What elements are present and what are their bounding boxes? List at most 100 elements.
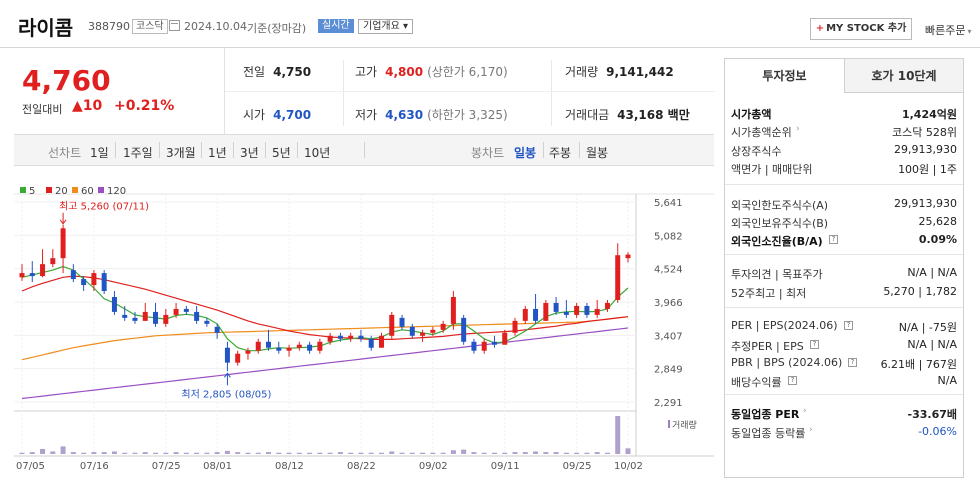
stat-value: 4,800 [385, 65, 424, 79]
info-icon[interactable]: ? [788, 376, 797, 385]
candle-body [255, 341, 261, 351]
info-row[interactable]: 시가총액순위 › 코스닥 528위 [731, 122, 957, 140]
tab-orderbook-10[interactable]: 호가 10단계 [844, 59, 963, 93]
candle-body [317, 341, 323, 351]
info-value: 5,270 | 1,782 [883, 285, 957, 298]
candle-body [173, 308, 179, 315]
volume-bar [214, 452, 220, 454]
info-row: 52주최고 | 최저 5,270 | 1,782 [731, 283, 957, 301]
info-value: N/A | N/A [907, 266, 957, 279]
divider [233, 142, 234, 158]
calendar-icon [169, 20, 180, 31]
info-row: 투자의견 | 목표주가 N/A | N/A [731, 264, 957, 282]
period-5y[interactable]: 5년 [272, 146, 291, 160]
info-row: 액면가 | 매매단위 100원 | 1주 [731, 159, 957, 177]
volume-bar [142, 452, 148, 454]
volume-bar [19, 452, 25, 454]
candle-body [358, 335, 364, 339]
volume-bar [29, 452, 35, 454]
volume-bar [625, 448, 631, 454]
stat-label: 전일 [243, 65, 266, 79]
info-icon[interactable]: ? [810, 340, 819, 349]
candle-body [409, 326, 415, 336]
candle-body [450, 296, 456, 324]
y-tick-label: 2,291 [654, 398, 683, 409]
divider [551, 60, 552, 126]
candle-monthly[interactable]: 월봉 [586, 146, 609, 160]
candle-body [50, 258, 56, 265]
volume-bar [399, 452, 405, 454]
candle-body [142, 311, 148, 321]
candle-body [461, 317, 467, 342]
candle-body [584, 305, 590, 315]
candle-daily[interactable]: 일봉 [514, 146, 537, 160]
volume-bar [337, 452, 343, 454]
info-key: 외국인소진율(B/A) [731, 235, 823, 248]
volume-bar [378, 452, 384, 454]
candle-weekly[interactable]: 주봉 [549, 146, 572, 160]
stat-value: 4,700 [273, 108, 312, 122]
candle-body [574, 305, 580, 315]
price-chart: 5 20 60 120 5,641 5,082 4,524 3,966 3,407 2,849 2,… [14, 166, 714, 482]
candle-body [563, 311, 569, 315]
period-3m[interactable]: 3개월 [166, 146, 196, 160]
volume-legend-swatch [668, 420, 670, 428]
info-key: 시가총액 [731, 108, 772, 121]
stat-low: 저가 4,630 (하한가 3,325) [355, 106, 508, 123]
candle-chart-label: 봉차트 [471, 146, 505, 160]
x-tick-label: 08/12 [275, 461, 304, 472]
info-row: 상장주식수 29,913,930 [731, 141, 957, 159]
x-tick-label: 09/02 [419, 461, 448, 472]
y-tick-label: 5,641 [654, 198, 683, 209]
info-row[interactable]: 동일업종 등락률 › -0.06% [731, 423, 957, 441]
info-icon[interactable]: ? [829, 235, 838, 244]
volume-bar [276, 452, 282, 454]
company-overview-dropdown[interactable]: 기업개요 ▾ [358, 19, 413, 34]
realtime-button[interactable]: 실시간 [318, 19, 354, 33]
volume-bar [471, 452, 477, 454]
stat-label: 거래대금 [565, 108, 610, 122]
candle-body [327, 335, 333, 342]
info-key: 52주최고 | 최저 [731, 287, 807, 300]
my-stock-label: MY STOCK 추가 [826, 23, 907, 34]
candle-body [91, 273, 97, 286]
volume-bar [183, 452, 189, 454]
info-row: PBR | BPS (2024.06) 6.21배 | 767원? [731, 354, 957, 372]
candle-body [245, 350, 251, 354]
volume-bar [420, 452, 426, 454]
candle-body [389, 314, 395, 336]
volume-bar [255, 452, 261, 454]
period-1y[interactable]: 1년 [208, 146, 227, 160]
info-row: PER | EPS(2024.06) N/A | -75원? [731, 317, 957, 335]
period-1d[interactable]: 1일 [90, 146, 109, 160]
candle-body [122, 314, 128, 318]
volume-bar [594, 452, 600, 454]
candle-body [533, 308, 539, 321]
info-key: 액면가 | 매매단위 [731, 163, 813, 176]
fast-order-link[interactable]: 빠른주문 ▾ [925, 22, 972, 38]
period-10y[interactable]: 10년 [304, 146, 331, 160]
period-1w[interactable]: 1주일 [123, 146, 153, 160]
volume-bar [512, 452, 518, 454]
candle-body [471, 341, 477, 351]
info-icon[interactable]: ? [844, 321, 853, 330]
divider [265, 142, 266, 158]
period-3y[interactable]: 3년 [240, 146, 259, 160]
volume-bar [60, 446, 66, 454]
info-tabs: 투자정보 호가 10단계 [725, 59, 963, 93]
info-icon[interactable]: ? [848, 358, 857, 367]
candle-body [522, 308, 528, 321]
candle-body [81, 279, 87, 286]
volume-bar [491, 452, 497, 454]
info-value: -33.67배 [907, 408, 957, 421]
change-label: 전일대비 [22, 103, 63, 116]
info-key: 상장주식수 [731, 145, 782, 158]
info-row[interactable]: 동일업종 PER › -33.67배 [731, 404, 957, 422]
my-stock-add-button[interactable]: + MY STOCK 추가 [810, 18, 912, 40]
volume-bar [81, 452, 87, 454]
tab-investment-info[interactable]: 투자정보 [725, 59, 844, 93]
legend-label: 120 [107, 186, 126, 197]
stat-prev: 전일 4,750 [243, 63, 311, 80]
candle-body [491, 341, 497, 345]
legend-swatch [20, 187, 26, 193]
